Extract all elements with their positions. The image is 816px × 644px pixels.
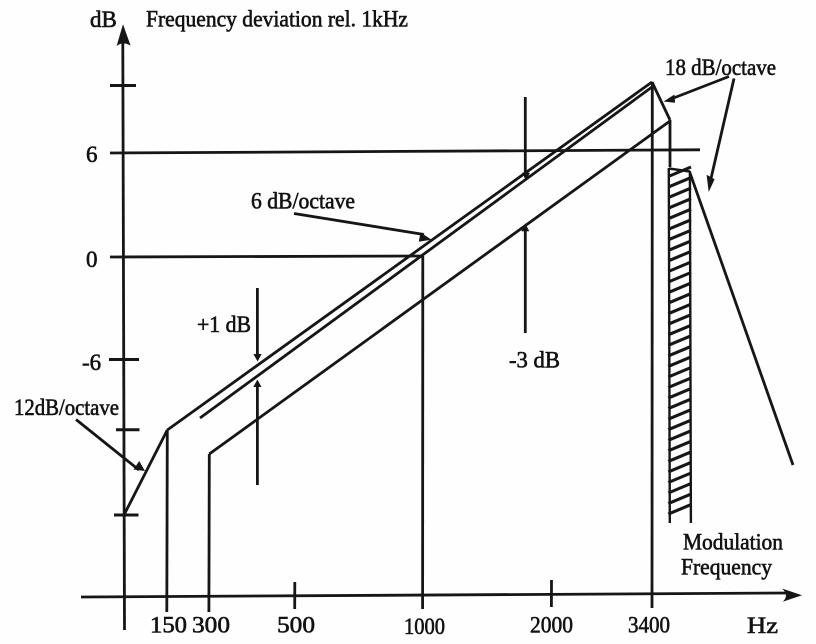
svg-text:300: 300 (192, 613, 230, 638)
svg-text:Frequency: Frequency (681, 555, 772, 580)
svg-text:6: 6 (86, 142, 98, 167)
svg-text:Modulation: Modulation (683, 530, 783, 555)
svg-text:18 dB/octave: 18 dB/octave (665, 55, 776, 80)
svg-text:0: 0 (86, 247, 98, 272)
svg-text:6 dB/octave: 6 dB/octave (251, 189, 355, 214)
svg-text:3400: 3400 (628, 613, 670, 638)
svg-text:150: 150 (150, 613, 187, 638)
svg-text:Hz: Hz (747, 613, 778, 638)
svg-text:-3 dB: -3 dB (509, 348, 560, 373)
svg-text:Frequency deviation rel. 1kHz: Frequency deviation rel. 1kHz (146, 7, 408, 32)
svg-text:500: 500 (277, 613, 315, 638)
svg-text:dB: dB (90, 7, 117, 32)
svg-text:2000: 2000 (530, 613, 573, 638)
svg-text:+1 dB: +1 dB (197, 312, 251, 337)
svg-text:1000: 1000 (404, 614, 445, 639)
svg-text:-6: -6 (82, 350, 101, 375)
svg-text:12dB/octave: 12dB/octave (14, 395, 119, 420)
